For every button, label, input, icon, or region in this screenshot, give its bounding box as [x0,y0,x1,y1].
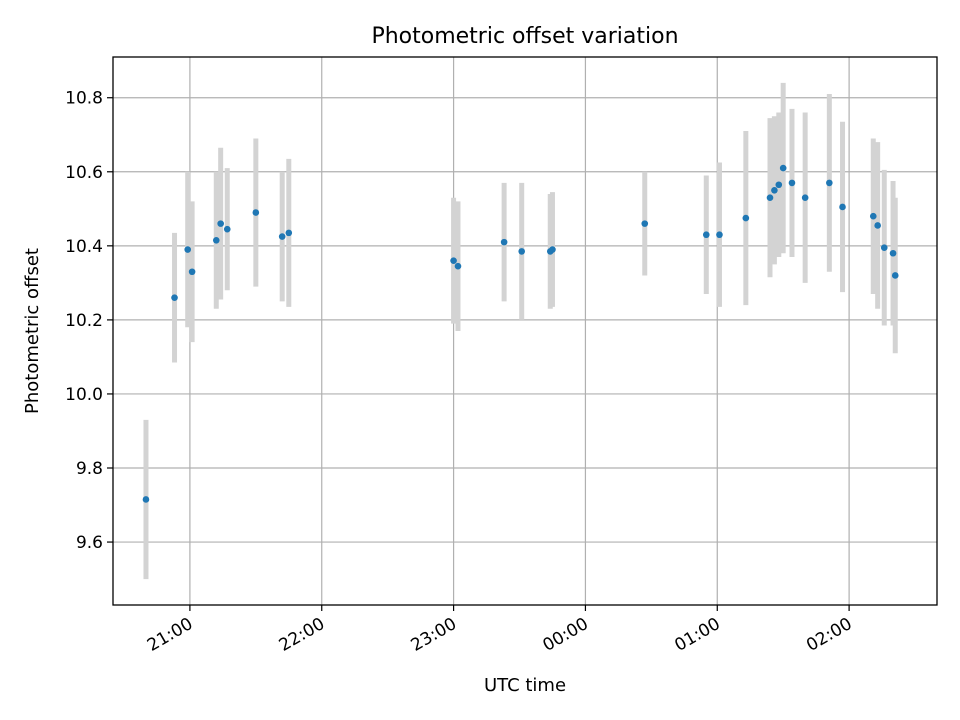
data-point [771,186,778,194]
data-point [839,203,846,211]
x-tick-label: 23:00 [408,614,460,656]
y-tick-label: 9.8 [76,459,103,479]
error-bars [143,82,898,580]
data-point [454,262,462,270]
y-tick-label: 10.0 [65,385,103,405]
data-point [869,212,877,220]
data-point [775,181,783,189]
y-tick-label: 10.2 [65,311,103,331]
data-point [641,220,649,227]
data-point [549,246,556,253]
plot-frame [112,56,938,606]
data-point [742,214,750,222]
chart-title: Photometric offset variation [371,24,678,49]
x-tick-label: 02:00 [803,614,855,656]
data-point [880,244,888,251]
y-tick-label: 10.4 [65,237,103,257]
axis-ticks: 21:00 22:00 23:00 00:00 01:00 02:00 9.6 9.8 10.0… [65,89,855,656]
data-point [874,222,881,229]
x-tick-label: 21:00 [144,614,196,656]
data-point [702,231,710,239]
data-points [142,164,899,503]
data-point [779,164,787,172]
data-point [801,194,809,202]
data-point [223,225,231,233]
data-point [450,257,457,264]
x-axis-label: UTC time [484,675,566,696]
data-point [142,496,150,503]
grid [113,57,937,605]
x-tick-label: 00:00 [539,614,591,656]
y-tick-label: 10.8 [65,89,103,109]
data-point [889,249,897,257]
data-point [716,231,723,239]
data-point [188,268,196,276]
x-tick-label: 22:00 [276,614,328,656]
data-point [891,272,899,279]
data-point [184,246,192,253]
data-point [217,220,224,227]
data-point [285,229,293,237]
y-axis-label: Photometric offset [22,248,43,414]
data-point [171,294,178,301]
data-point [766,194,774,202]
data-point [212,236,220,244]
data-point [278,233,286,240]
data-point [252,209,260,216]
data-point [788,179,796,187]
x-tick-label: 01:00 [671,614,723,656]
y-tick-label: 10.6 [65,163,103,183]
y-tick-label: 9.6 [76,533,103,553]
data-point [518,248,526,255]
data-point [500,238,508,246]
data-point [826,179,833,187]
